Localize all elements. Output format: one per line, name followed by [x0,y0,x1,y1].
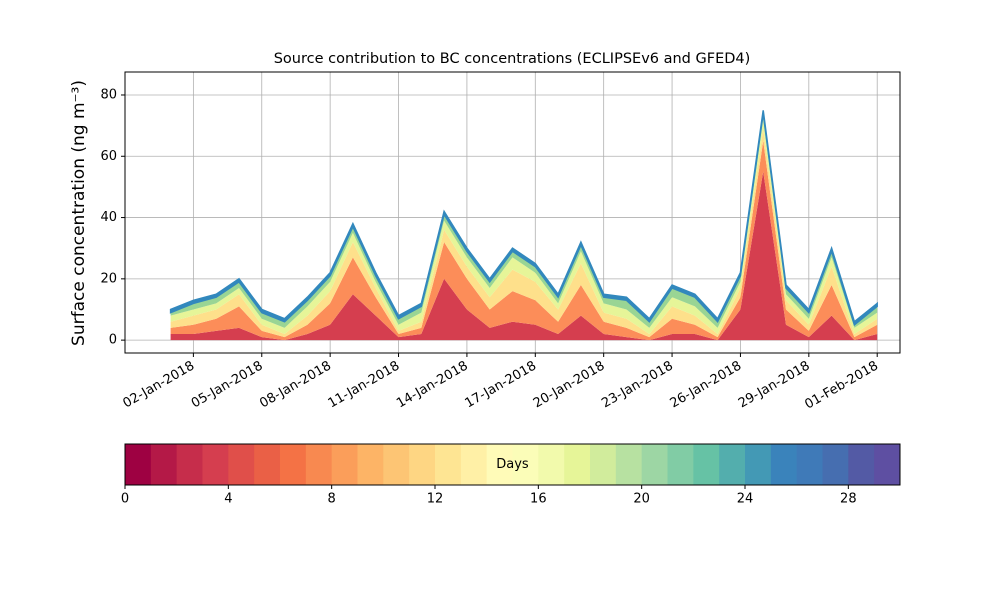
colorbar-cell [874,444,901,485]
x-tick-label: 02-Jan-2018 [121,359,198,412]
x-tick-label: 08-Jan-2018 [257,359,334,412]
colorbar-cell [641,444,668,485]
y-tick-label: 40 [100,210,117,225]
y-axis-label: Surface concentration (ng m⁻³) [69,80,89,346]
colorbar-cell [538,444,565,485]
colorbar-cell [176,444,203,485]
x-tick-label: 01-Feb-2018 [802,359,881,413]
colorbar-cell [228,444,255,485]
colorbar-cell [512,444,539,485]
colorbar-cell [486,444,513,485]
colorbar-tick-label: 24 [737,492,754,507]
colorbar-cell [848,444,875,485]
x-tick-label: 17-Jan-2018 [462,359,539,412]
colorbar-cell [435,444,462,485]
colorbar-cell [125,444,152,485]
area-layer [170,128,878,338]
colorbar-cell [409,444,436,485]
x-tick-label: 29-Jan-2018 [736,359,813,412]
colorbar-cell [564,444,591,485]
colorbar-cell [719,444,746,485]
colorbar-cell [667,444,694,485]
colorbar-cell [357,444,384,485]
colorbar-cell [693,444,720,485]
area-layer [169,110,878,327]
colorbar-cell [202,444,229,485]
y-tick-label: 20 [100,271,117,286]
x-tick-label: 20-Jan-2018 [531,359,608,412]
colorbar-frame [124,443,901,486]
colorbar-tick-label: 28 [840,492,857,507]
colorbar-cell [745,444,772,485]
colorbar-cell [331,444,358,485]
area-layer [170,140,878,341]
colorbar-cell [254,444,281,485]
colorbar-tick-label: 8 [328,492,336,507]
colorbar-tick-label: 16 [530,492,547,507]
axes-frame [124,71,901,354]
colorbar-cell [383,444,410,485]
x-tick-label: 23-Jan-2018 [599,359,676,412]
colorbar-cell [590,444,617,485]
colorbar-cell [280,444,307,485]
colorbar-cell [770,444,798,485]
colorbar-cell [305,444,333,485]
colorbar-cell [615,444,643,485]
x-tick-label: 11-Jan-2018 [326,359,403,412]
colorbar-cell [460,444,488,485]
colorbar-tick-label: 0 [121,492,129,507]
chart-title: Source contribution to BC concentrations… [274,51,751,67]
colorbar-tick-label: 4 [224,492,232,507]
x-tick-label: 26-Jan-2018 [668,359,745,412]
colorbar-tick-label: 12 [427,492,444,507]
colorbar-cell [822,444,849,485]
colorbar-label: Days [496,457,529,472]
y-tick-label: 0 [109,333,117,348]
colorbar-cell [796,444,823,485]
colorbar-cell [150,444,178,485]
x-tick-label: 14-Jan-2018 [394,359,471,412]
y-tick-label: 80 [100,87,117,102]
x-tick-label: 05-Jan-2018 [189,359,266,412]
y-tick-label: 60 [100,149,117,164]
colorbar-tick-label: 20 [633,492,650,507]
